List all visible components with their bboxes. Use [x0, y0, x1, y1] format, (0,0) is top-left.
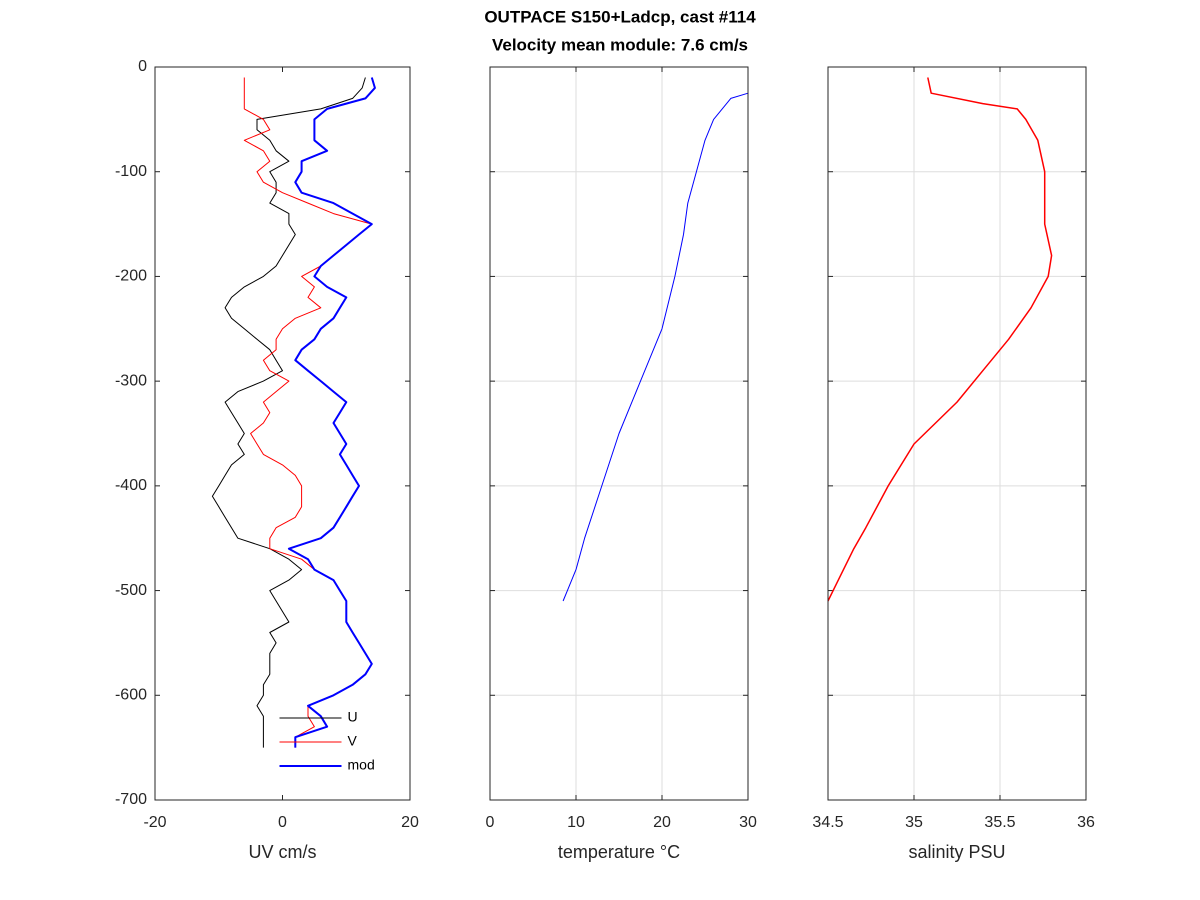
x-tick-label: 20	[653, 814, 671, 831]
x-tick-label: 36	[1077, 814, 1095, 831]
chart-title: OUTPACE S150+Ladcp, cast #114	[484, 7, 756, 26]
x-axis-label: UV cm/s	[248, 842, 316, 862]
axes-box	[154, 66, 411, 801]
axes-box	[489, 66, 749, 801]
axes-box	[827, 66, 1087, 801]
chart-subtitle: Velocity mean module: 7.6 cm/s	[492, 35, 748, 54]
y-tick-label: -300	[115, 372, 147, 389]
x-tick-label: -20	[143, 814, 166, 831]
legend-label: V	[348, 733, 358, 749]
x-tick-label: 35	[905, 814, 923, 831]
y-tick-label: 0	[138, 58, 147, 75]
x-tick-label: 35.5	[984, 814, 1015, 831]
profile-line	[827, 77, 1053, 602]
profile-line	[287, 77, 376, 748]
legend-label: mod	[348, 757, 375, 773]
x-axis-label: salinity PSU	[908, 842, 1005, 862]
y-tick-label: -400	[115, 477, 147, 494]
x-tick-label: 10	[567, 814, 585, 831]
legend-label: U	[348, 709, 358, 725]
y-tick-label: -700	[115, 791, 147, 808]
profile-line	[562, 77, 749, 602]
x-tick-label: 0	[278, 814, 287, 831]
y-tick-label: -500	[115, 582, 147, 599]
y-tick-label: -600	[115, 687, 147, 704]
x-tick-label: 0	[486, 814, 495, 831]
x-axis-label: temperature °C	[558, 842, 680, 862]
y-tick-label: -200	[115, 268, 147, 285]
x-tick-label: 34.5	[812, 814, 843, 831]
x-tick-label: 20	[401, 814, 419, 831]
x-tick-label: 30	[739, 814, 757, 831]
y-tick-label: -100	[115, 163, 147, 180]
